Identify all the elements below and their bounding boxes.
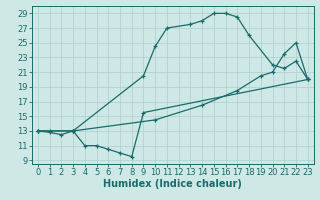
X-axis label: Humidex (Indice chaleur): Humidex (Indice chaleur)	[103, 179, 242, 189]
